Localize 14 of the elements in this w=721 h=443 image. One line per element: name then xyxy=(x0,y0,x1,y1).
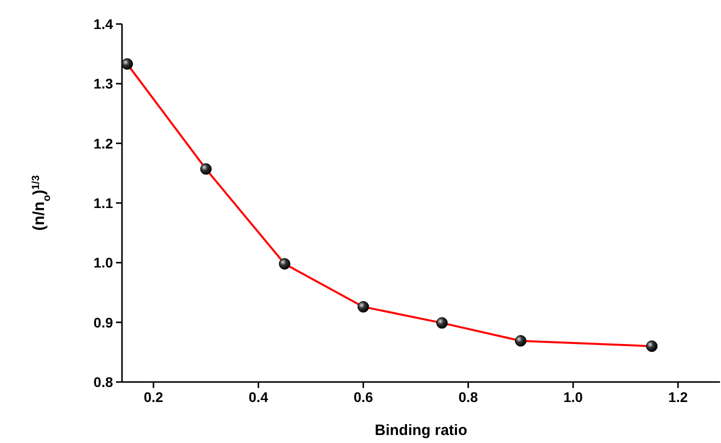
y-tick-label: 1.2 xyxy=(94,135,114,152)
x-tick-label: 0.2 xyxy=(144,389,164,405)
x-tick-label: 1.0 xyxy=(563,389,584,405)
x-tick-label: 1.2 xyxy=(668,389,688,405)
x-tick-label: 0.8 xyxy=(458,389,478,405)
x-axis-title: Binding ratio xyxy=(374,422,468,439)
y-tick-label: 1.0 xyxy=(94,254,114,271)
x-tick-label: 0.6 xyxy=(354,389,374,405)
y-tick-label: 1.4 xyxy=(94,16,114,32)
y-tick-label: 0.8 xyxy=(94,374,114,390)
y-tick-label: 1.3 xyxy=(94,76,114,92)
y-tick-label: 0.9 xyxy=(94,314,114,330)
x-tick-label: 0.4 xyxy=(248,389,268,405)
y-tick-label: 1.1 xyxy=(94,195,114,211)
